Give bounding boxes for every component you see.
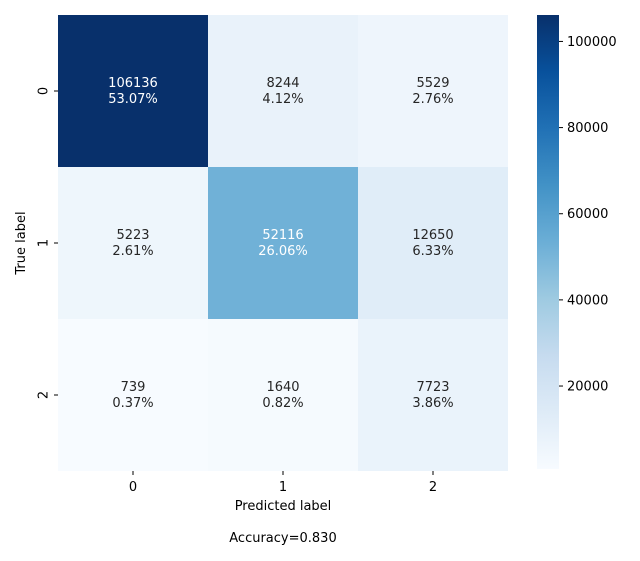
x-axis-label: Predicted label bbox=[235, 499, 332, 514]
x-tick-label: 2 bbox=[429, 480, 437, 495]
x-tick-label: 1 bbox=[279, 480, 287, 495]
accuracy-footer: Accuracy=0.830 bbox=[229, 531, 336, 546]
colorbar-tick-label: 60000 bbox=[567, 207, 608, 222]
cell-count-label: 5223 bbox=[116, 228, 149, 243]
cell-count-label: 1640 bbox=[266, 380, 299, 395]
heatmap-cell bbox=[358, 167, 508, 319]
colorbar-tick-label: 80000 bbox=[567, 121, 608, 136]
heatmap-cell bbox=[58, 15, 208, 167]
heatmap-cells bbox=[58, 15, 508, 471]
cell-count-label: 106136 bbox=[108, 76, 158, 91]
heatmap-cell bbox=[208, 319, 358, 471]
cell-count-label: 12650 bbox=[412, 228, 453, 243]
colorbar-tick-label: 100000 bbox=[567, 35, 617, 50]
heatmap-cell bbox=[58, 167, 208, 319]
colorbar-tick-label: 40000 bbox=[567, 293, 608, 308]
cell-percent-label: 2.76% bbox=[412, 92, 453, 107]
cell-percent-label: 2.61% bbox=[112, 244, 153, 259]
y-axis-label: True label bbox=[14, 211, 29, 275]
heatmap-cell bbox=[58, 319, 208, 471]
colorbar-ticks: 20000 40000 60000 80000 100000 bbox=[559, 35, 617, 395]
y-tick-label: 1 bbox=[37, 239, 52, 247]
cell-percent-label: 0.82% bbox=[262, 396, 303, 411]
cell-count-label: 5529 bbox=[416, 76, 449, 91]
heatmap-cell bbox=[358, 319, 508, 471]
heatmap-cell bbox=[208, 15, 358, 167]
cell-percent-label: 4.12% bbox=[262, 92, 303, 107]
cell-count-label: 739 bbox=[121, 380, 146, 395]
x-tick-label: 0 bbox=[129, 480, 137, 495]
cell-count-label: 7723 bbox=[416, 380, 449, 395]
colorbar-tick-label: 20000 bbox=[567, 380, 608, 395]
cell-percent-label: 26.06% bbox=[258, 244, 308, 259]
heatmap-cell bbox=[208, 167, 358, 319]
x-axis-ticks: 0 1 2 bbox=[129, 471, 437, 495]
colorbar-gradient bbox=[537, 15, 559, 469]
cell-percent-label: 53.07% bbox=[108, 92, 158, 107]
cell-count-label: 52116 bbox=[262, 228, 303, 243]
colorbar: 20000 40000 60000 80000 100000 bbox=[537, 15, 617, 469]
heatmap-cell bbox=[358, 15, 508, 167]
y-axis-ticks: 0 1 2 bbox=[37, 87, 58, 399]
y-tick-label: 0 bbox=[37, 87, 52, 95]
cell-percent-label: 6.33% bbox=[412, 244, 453, 259]
cell-count-label: 8244 bbox=[266, 76, 299, 91]
cell-percent-label: 0.37% bbox=[112, 396, 153, 411]
y-tick-label: 2 bbox=[37, 391, 52, 399]
cell-percent-label: 3.86% bbox=[412, 396, 453, 411]
